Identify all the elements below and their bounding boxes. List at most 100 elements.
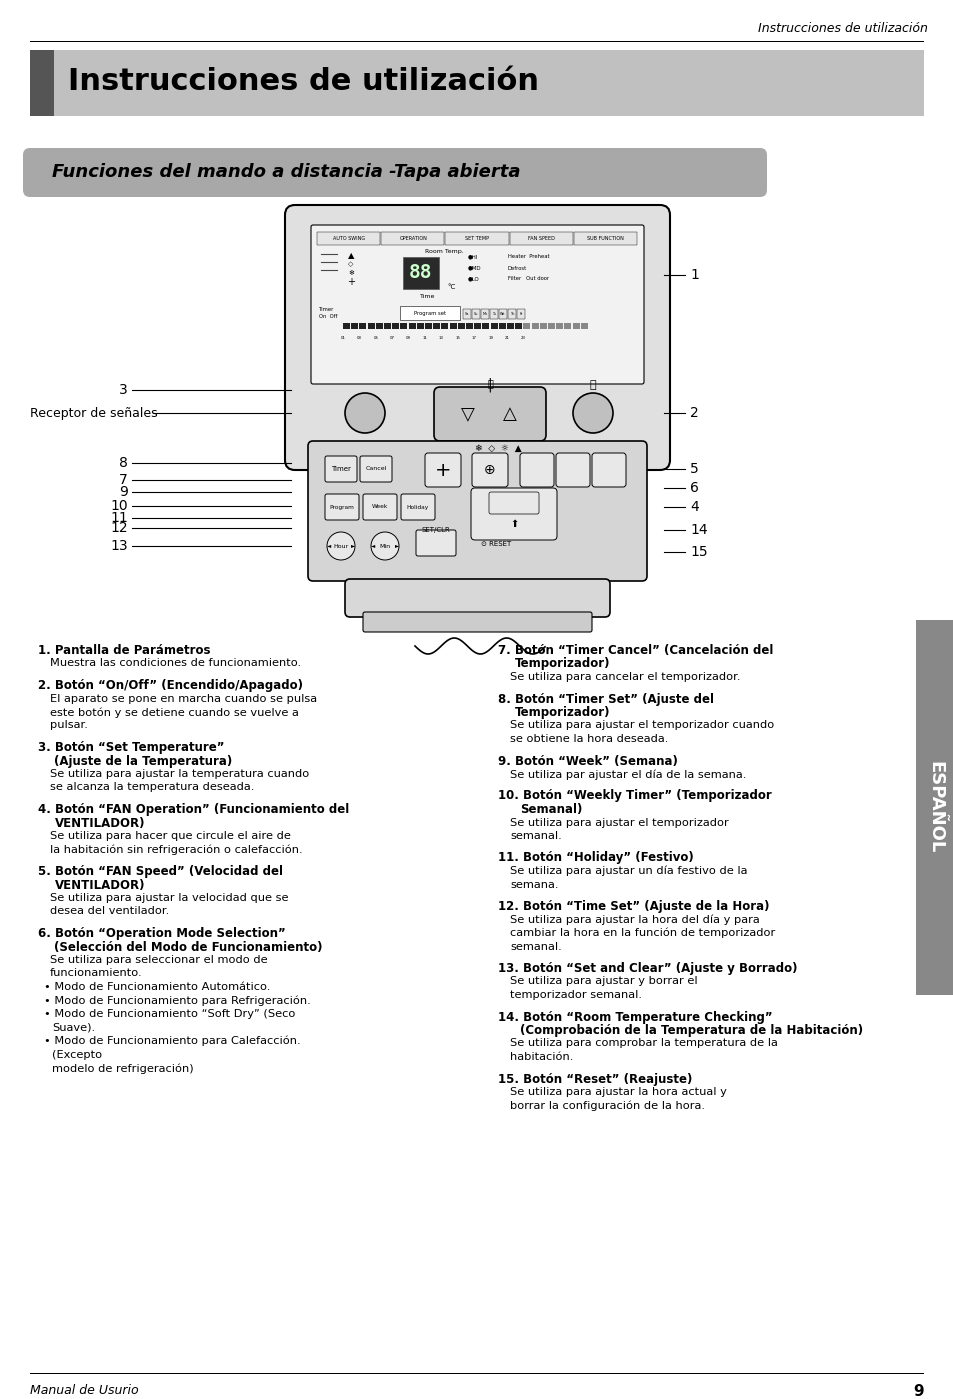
Text: (Ajuste de la Temperatura): (Ajuste de la Temperatura) [54,754,233,768]
Text: funcionamiento.: funcionamiento. [50,968,143,978]
Text: desea del ventilador.: desea del ventilador. [50,907,169,916]
Bar [506,323,514,329]
Text: Time: Time [420,294,436,298]
Text: SUB FUNCTION: SUB FUNCTION [587,236,623,241]
Bar [498,323,505,329]
FancyBboxPatch shape [285,206,669,470]
Bar [564,323,571,329]
Text: Se utiliza para ajustar el temporizador cuando: Se utiliza para ajustar el temporizador … [510,720,774,730]
Bar [351,323,357,329]
Text: Sa: Sa [464,312,469,316]
Text: ►: ► [351,543,355,548]
Bar [915,620,953,995]
Bar [539,323,546,329]
Text: °C: °C [447,284,455,290]
Text: Filter   Out door: Filter Out door [507,277,549,281]
Text: 3. Botón “Set Temperature”: 3. Botón “Set Temperature” [38,741,224,754]
Bar [433,323,439,329]
Text: AUTO SWING: AUTO SWING [333,236,365,241]
FancyBboxPatch shape [556,453,589,487]
Bar [498,309,506,319]
Text: 23: 23 [520,336,525,340]
Text: 15: 15 [689,546,707,560]
Bar [392,323,398,329]
Text: ⊙ RESET: ⊙ RESET [480,541,511,547]
Text: Se utiliza para cancelar el temporizador.: Se utiliza para cancelar el temporizador… [510,672,740,681]
Text: Temporizador): Temporizador) [514,658,609,670]
Text: 15. Botón “Reset” (Reajuste): 15. Botón “Reset” (Reajuste) [497,1073,692,1086]
Text: habitación.: habitación. [510,1052,573,1062]
Text: Receptor de señales: Receptor de señales [30,407,157,420]
Bar [441,323,448,329]
Text: 14: 14 [689,523,707,537]
Text: ◄: ◄ [371,543,375,548]
Text: Program set: Program set [414,311,446,316]
Bar [449,323,456,329]
Text: VENTILADOR): VENTILADOR) [54,879,145,891]
Text: Su: Su [474,312,477,316]
Text: Timer: Timer [331,466,351,471]
Text: Min: Min [379,543,390,548]
Text: 17: 17 [471,336,476,340]
FancyBboxPatch shape [416,530,456,555]
Circle shape [327,532,355,560]
Bar [30,41,923,42]
Text: 13. Botón “Set and Clear” (Ajuste y Borrado): 13. Botón “Set and Clear” (Ajuste y Borr… [497,963,797,975]
Text: cambiar la hora en la función de temporizador: cambiar la hora en la función de tempori… [510,928,775,939]
Text: 09: 09 [406,336,411,340]
Bar [30,50,54,116]
Text: borrar la configuración de la hora.: borrar la configuración de la hora. [510,1101,704,1111]
Bar [509,232,572,245]
Text: Holiday: Holiday [406,505,429,509]
FancyBboxPatch shape [489,492,538,513]
Bar [457,323,464,329]
Bar [573,232,637,245]
Bar [462,309,471,319]
Circle shape [345,393,385,434]
Bar [375,323,382,329]
Text: +: + [347,277,355,287]
Bar [490,309,497,319]
Bar [490,323,497,329]
Bar [474,323,480,329]
Text: 19: 19 [488,336,493,340]
Text: 4. Botón “FAN Operation” (Funcionamiento del: 4. Botón “FAN Operation” (Funcionamiento… [38,803,349,816]
Text: 03: 03 [356,336,361,340]
Text: ❄: ❄ [348,270,354,276]
Bar [572,323,579,329]
Text: Ⓘ: Ⓘ [589,381,596,390]
Text: 7. Botón “Timer Cancel” (Cancelación del: 7. Botón “Timer Cancel” (Cancelación del [497,644,773,658]
Text: SET TEMP: SET TEMP [465,236,489,241]
Text: Semanal): Semanal) [519,803,581,816]
Text: 11. Botón “Holiday” (Festivo): 11. Botón “Holiday” (Festivo) [497,852,693,865]
FancyBboxPatch shape [400,494,435,520]
Text: 2: 2 [689,406,698,420]
Text: 6. Botón “Operation Mode Selection”: 6. Botón “Operation Mode Selection” [38,928,286,940]
Text: 8: 8 [119,456,128,470]
FancyBboxPatch shape [399,306,459,320]
Text: Se utiliza para ajustar la hora del día y para: Se utiliza para ajustar la hora del día … [510,915,759,925]
Bar [30,50,923,116]
FancyBboxPatch shape [592,453,625,487]
Text: la habitación sin refrigeración o calefacción.: la habitación sin refrigeración o calefa… [50,845,302,855]
Text: 9: 9 [912,1384,923,1399]
Text: Se utiliza par ajustar el día de la semana.: Se utiliza par ajustar el día de la sema… [510,769,745,779]
Text: Heater  Preheat: Heater Preheat [507,255,549,259]
Text: Se utiliza para ajustar un día festivo de la: Se utiliza para ajustar un día festivo d… [510,866,747,877]
Bar [343,323,350,329]
FancyBboxPatch shape [308,441,646,581]
Text: 13: 13 [438,336,443,340]
Text: Instrucciones de utilización: Instrucciones de utilización [758,21,927,35]
Bar [547,323,555,329]
Text: ◄: ◄ [327,543,331,548]
Bar [472,309,479,319]
Text: Room Temp.: Room Temp. [425,249,463,255]
Bar [424,323,432,329]
Text: ●LO: ●LO [468,277,479,281]
FancyBboxPatch shape [471,488,557,540]
Bar [556,323,562,329]
Text: 7: 7 [119,473,128,487]
Text: Fr: Fr [518,312,522,316]
Text: SET/CLR: SET/CLR [421,527,450,533]
Text: • Modo de Funcionamiento para Refrigeración.: • Modo de Funcionamiento para Refrigerac… [44,996,311,1006]
